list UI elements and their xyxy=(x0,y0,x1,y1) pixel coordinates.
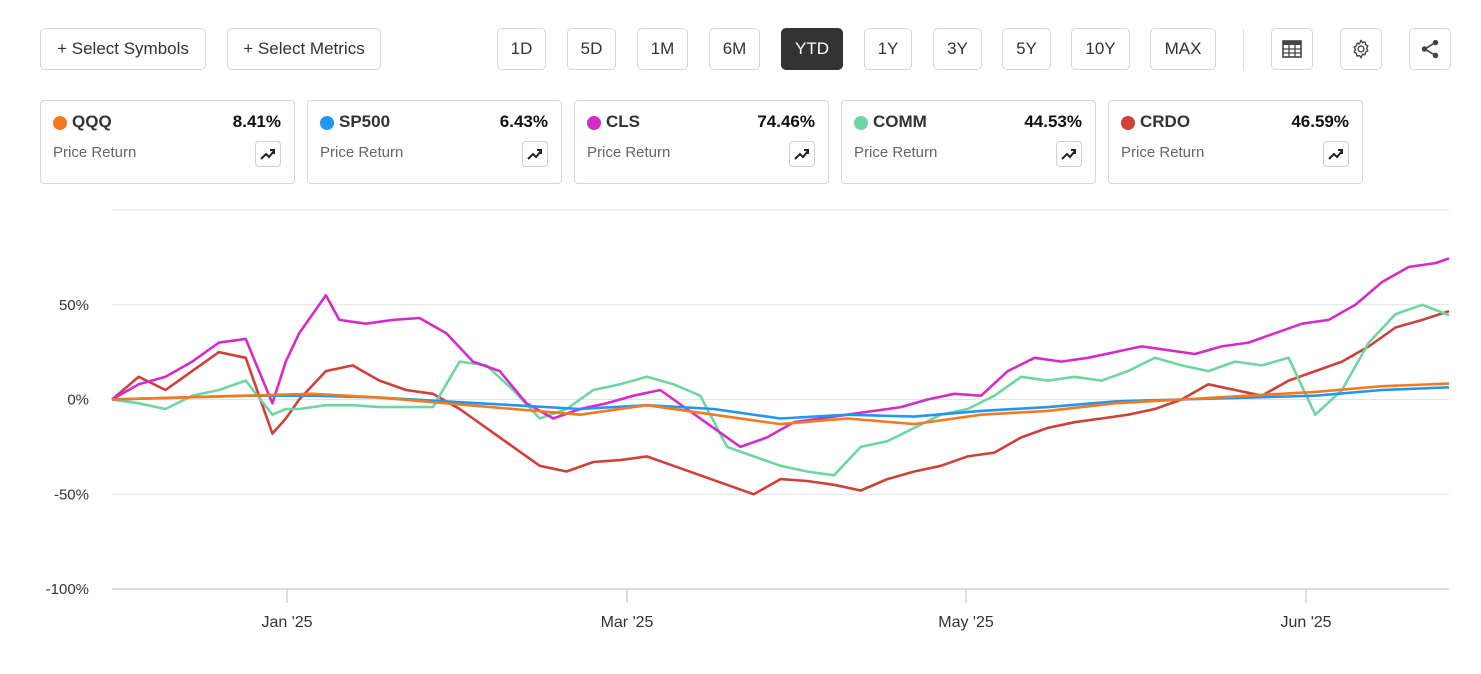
trending-up-icon xyxy=(1328,149,1343,160)
card-metric: Price Return xyxy=(320,144,404,161)
settings-button[interactable] xyxy=(1340,28,1382,70)
select-metrics-button[interactable]: + Select Metrics xyxy=(227,28,381,70)
table-view-button[interactable] xyxy=(1271,28,1313,70)
card-metric: Price Return xyxy=(1121,144,1205,161)
legend-card-sp500[interactable]: SP500 6.43% Price Return xyxy=(307,100,562,184)
card-ticker: QQQ xyxy=(72,112,112,131)
card-ticker: SP500 xyxy=(339,112,391,131)
x-tick-label: Jan '25 xyxy=(261,614,312,631)
select-symbols-button[interactable]: + Select Symbols xyxy=(40,28,206,70)
card-metric: Price Return xyxy=(53,144,137,161)
card-ticker: CRDO xyxy=(1140,112,1191,131)
card-value: 6.43% xyxy=(499,112,548,131)
card-value: 44.53% xyxy=(1024,112,1082,131)
series-line-qqq[interactable] xyxy=(111,382,1450,426)
card-ticker: COMM xyxy=(873,112,927,131)
toolbar-divider xyxy=(1243,30,1244,70)
range-button-ytd[interactable]: YTD xyxy=(781,28,843,70)
range-button-5d[interactable]: 5D xyxy=(567,28,616,70)
y-tick-label: -100% xyxy=(46,581,89,598)
card-metric: Price Return xyxy=(587,144,671,161)
x-axis: Jan '25 Mar '25 May '25 Jun '25 xyxy=(261,589,1332,631)
x-tick-label: Mar '25 xyxy=(601,614,654,631)
trend-chart-button[interactable] xyxy=(522,141,548,167)
range-button-10y[interactable]: 10Y xyxy=(1071,28,1130,70)
series-color-dot xyxy=(1121,116,1135,130)
range-button-5y[interactable]: 5Y xyxy=(1002,28,1051,70)
range-button-6m[interactable]: 6M xyxy=(709,28,760,70)
series-color-dot xyxy=(320,116,334,130)
series-line-crdo[interactable] xyxy=(111,309,1450,496)
range-button-max[interactable]: MAX xyxy=(1150,28,1216,70)
trending-up-icon xyxy=(527,149,542,160)
legend-card-crdo[interactable]: CRDO 46.59% Price Return xyxy=(1108,100,1363,184)
chart-lines xyxy=(111,257,1450,496)
y-tick-label: -50% xyxy=(54,486,89,503)
series-line-comm[interactable] xyxy=(111,303,1450,477)
trend-chart-button[interactable] xyxy=(255,141,281,167)
share-button[interactable] xyxy=(1409,28,1451,70)
y-tick-label: 50% xyxy=(59,297,89,314)
legend-card-comm[interactable]: COMM 44.53% Price Return xyxy=(841,100,1096,184)
range-button-1d[interactable]: 1D xyxy=(497,28,546,70)
range-button-1y[interactable]: 1Y xyxy=(864,28,912,70)
chart-grid xyxy=(112,209,1449,590)
trending-up-icon xyxy=(260,149,275,160)
trend-chart-button[interactable] xyxy=(1323,141,1349,167)
table-icon xyxy=(1282,40,1302,58)
legend-card-qqq[interactable]: QQQ 8.41% Price Return xyxy=(40,100,295,184)
share-icon xyxy=(1421,39,1439,59)
series-color-dot xyxy=(854,116,868,130)
trend-chart-button[interactable] xyxy=(789,141,815,167)
trending-up-icon xyxy=(794,149,809,160)
card-value: 8.41% xyxy=(232,112,281,131)
range-button-3y[interactable]: 3Y xyxy=(933,28,982,70)
card-value: 46.59% xyxy=(1291,112,1349,131)
y-axis: 50% 0% -50% -100% xyxy=(46,297,89,598)
x-tick-label: May '25 xyxy=(938,614,994,631)
card-ticker: CLS xyxy=(606,112,640,131)
x-tick-label: Jun '25 xyxy=(1280,614,1331,631)
y-tick-label: 0% xyxy=(67,392,89,409)
settings-icon xyxy=(1353,39,1369,59)
trending-up-icon xyxy=(1061,149,1076,160)
series-color-dot xyxy=(53,116,67,130)
series-color-dot xyxy=(587,116,601,130)
legend-card-cls[interactable]: CLS 74.46% Price Return xyxy=(574,100,829,184)
card-metric: Price Return xyxy=(854,144,938,161)
range-button-1m[interactable]: 1M xyxy=(637,28,688,70)
trend-chart-button[interactable] xyxy=(1056,141,1082,167)
card-value: 74.46% xyxy=(757,112,815,131)
series-line-cls[interactable] xyxy=(111,257,1450,449)
